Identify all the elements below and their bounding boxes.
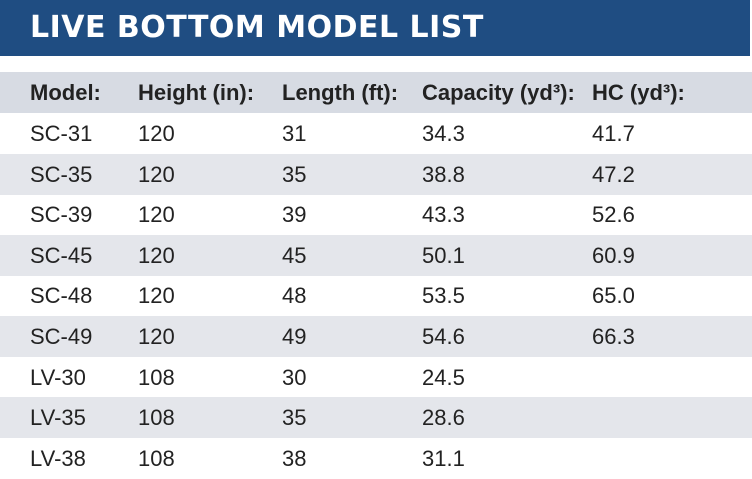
column-header: Capacity (yd³):	[422, 80, 575, 105]
table-row: SC-39 120 39 43.3 52.6	[0, 194, 752, 235]
table-cell: SC-39	[30, 202, 93, 228]
table-row: LV-30 108 30 24.5	[0, 357, 752, 398]
table-row: SC-45 120 45 50.1 60.9	[0, 234, 752, 276]
table-cell: 39	[282, 202, 307, 228]
table-cell: 45	[282, 242, 307, 268]
table-row: LV-35 108 35 28.6	[0, 397, 752, 439]
table-cell: 66.3	[592, 324, 635, 349]
table-cell: 65.0	[592, 283, 635, 309]
table-row: SC-48 120 48 53.5 65.0	[0, 275, 752, 316]
table-cell: 48	[282, 283, 307, 309]
table-cell: SC-45	[30, 242, 93, 268]
table-cell: 38	[282, 445, 307, 471]
table-cell: SC-35	[30, 161, 93, 187]
table-cell: 34.3	[422, 121, 465, 146]
column-header: Height (in):	[138, 80, 255, 105]
title: LIVE BOTTOM MODEL LIST	[30, 10, 484, 45]
table-cell: 108	[138, 364, 175, 390]
table-row: LV-38 108 38 31.1	[0, 438, 752, 479]
table-cell: 53.5	[422, 283, 465, 309]
table-cell: 60.9	[592, 242, 635, 268]
table-cell: 28.6	[422, 405, 465, 431]
table-cell: SC-31	[30, 121, 93, 146]
column-header: HC (yd³):	[592, 80, 685, 105]
title-bar: LIVE BOTTOM MODEL LIST	[0, 0, 750, 56]
table-cell: 35	[282, 405, 307, 431]
table-cell: 41.7	[592, 121, 635, 146]
table-cell: 120	[138, 242, 175, 268]
table-cell: 120	[138, 202, 175, 228]
table-cell: LV-35	[30, 405, 86, 431]
table-cell: SC-48	[30, 283, 93, 309]
table-row: SC-49 120 49 54.6 66.3	[0, 316, 752, 357]
header-row: Model: Height (in): Length (ft): Capacity (…	[0, 72, 752, 113]
table-cell: 43.3	[422, 202, 465, 228]
column-header: Length (ft):	[282, 80, 399, 105]
table-cell: 120	[138, 121, 175, 146]
table-cell: 38.8	[422, 161, 465, 187]
table-cell: 35	[282, 161, 307, 187]
table-cell: SC-49	[30, 324, 93, 349]
table-cell: 50.1	[422, 242, 465, 268]
table-cell: 108	[138, 445, 175, 471]
table-cell: LV-30	[30, 364, 86, 390]
table-cell: 31	[282, 121, 307, 146]
table-cell: 47.2	[592, 161, 635, 187]
table-cell: 49	[282, 324, 307, 349]
table-cell: LV-38	[30, 445, 86, 471]
table-cell: 52.6	[592, 202, 635, 228]
table-cell: 31.1	[422, 445, 465, 471]
table-cell: 120	[138, 283, 175, 309]
table-cell: 108	[138, 405, 175, 431]
table-row: SC-35 120 35 38.8 47.2	[0, 153, 752, 195]
table-cell: 24.5	[422, 364, 465, 390]
table-row: SC-31 120 31 34.3 41.7	[0, 113, 752, 154]
table-cell: 120	[138, 161, 175, 187]
table-cell: 54.6	[422, 324, 465, 349]
table-cell: 120	[138, 324, 175, 349]
column-header: Model:	[30, 80, 101, 105]
table-cell: 30	[282, 364, 307, 390]
